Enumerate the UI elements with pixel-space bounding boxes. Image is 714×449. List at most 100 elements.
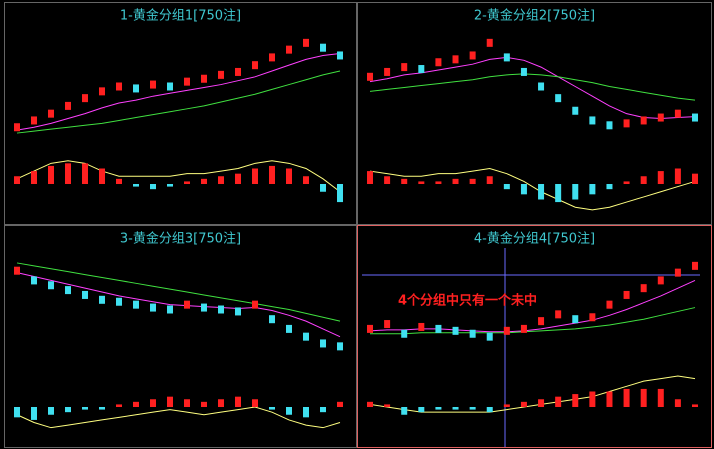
macd-bar (657, 171, 664, 184)
macd-bar (303, 176, 309, 184)
macd-bar (435, 181, 442, 184)
candle (82, 290, 88, 299)
candle (252, 300, 258, 309)
macd-bar (65, 163, 71, 184)
candle (486, 38, 493, 47)
macd-bar (674, 399, 681, 407)
candle (286, 324, 292, 333)
candle (367, 324, 373, 333)
candle (184, 77, 190, 86)
candle (320, 43, 326, 52)
macd-bar (235, 173, 241, 184)
macd-bar (133, 184, 139, 187)
panel-title: 1-黄金分组1[750注] (120, 8, 241, 24)
macd-bar (82, 163, 88, 184)
candle (657, 113, 664, 122)
macd-bar (384, 176, 391, 184)
candle (435, 58, 442, 67)
macd-bar (503, 404, 510, 407)
macd-bar (452, 407, 459, 410)
macd-bar (133, 401, 139, 407)
macd-bar (116, 404, 122, 407)
candle (640, 116, 647, 125)
candle (555, 94, 562, 103)
macd-bar (235, 396, 241, 407)
candle (538, 317, 545, 326)
macd-bar (367, 171, 373, 184)
macd-bar (418, 407, 425, 413)
candle (657, 276, 664, 285)
macd-bar (99, 407, 105, 410)
candle (99, 295, 105, 304)
candle (606, 121, 613, 130)
candle (150, 80, 156, 89)
macd-bar (269, 165, 275, 184)
candle (674, 268, 681, 277)
macd-bar (401, 178, 408, 184)
candle (65, 286, 71, 295)
line-dif (369, 167, 696, 211)
candle (133, 84, 139, 93)
candle (452, 55, 459, 64)
candle (435, 324, 442, 333)
macd-bar (184, 181, 190, 184)
candle (252, 61, 258, 70)
macd-bar (486, 176, 493, 184)
candle (14, 123, 20, 132)
panel-frame-selected[interactable] (357, 225, 712, 448)
candle (167, 305, 173, 314)
macd-bar (555, 184, 562, 203)
candle (269, 53, 275, 62)
candle (640, 284, 647, 293)
candle (31, 116, 37, 125)
candle (401, 329, 408, 338)
line-ma1 (16, 53, 341, 131)
macd-bar (201, 178, 207, 184)
macd-bar (48, 165, 54, 184)
macd-bar (469, 407, 476, 410)
macd-bar (640, 176, 647, 184)
macd-bar (337, 401, 343, 407)
candle (184, 300, 190, 309)
line-ma2 (370, 307, 696, 335)
macd-bar (252, 168, 258, 184)
macd-bar (201, 401, 207, 407)
macd-bar (692, 173, 698, 184)
macd-bar (692, 404, 698, 407)
candle (692, 261, 698, 270)
candle (418, 322, 425, 331)
macd-bar (14, 407, 20, 418)
line-dif (16, 406, 341, 429)
macd-bar (606, 184, 613, 190)
macd-bar (555, 396, 562, 407)
candle (48, 109, 54, 118)
candle (555, 310, 562, 319)
candle (218, 305, 224, 314)
macd-bar (286, 407, 292, 415)
panel-frame (357, 2, 712, 225)
macd-bar (65, 407, 71, 413)
candle (623, 119, 630, 128)
candle (65, 101, 71, 110)
candle (589, 116, 596, 125)
candle (116, 82, 122, 91)
candle (337, 342, 343, 351)
macd-bar (48, 407, 54, 415)
candle (674, 109, 681, 118)
line-ma2 (16, 70, 341, 134)
macd-bar (418, 181, 425, 184)
candle (384, 320, 391, 329)
candle (218, 70, 224, 79)
candle (303, 332, 309, 341)
candle (286, 45, 292, 54)
candle (452, 326, 459, 335)
candle (486, 332, 493, 341)
macd-bar (384, 404, 391, 407)
macd-bar (435, 407, 442, 410)
line-dif (369, 375, 696, 413)
macd-bar (150, 399, 156, 407)
panel-frame (4, 2, 357, 225)
macd-bar (269, 407, 275, 410)
candle (31, 276, 37, 285)
